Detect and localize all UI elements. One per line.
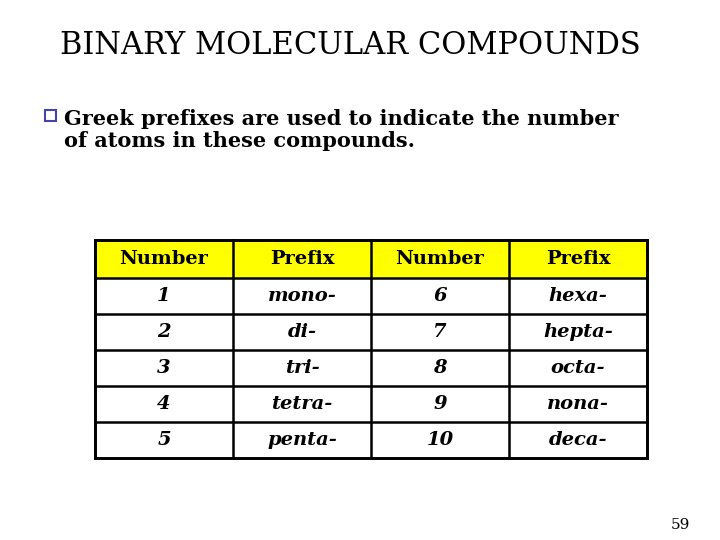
Bar bbox=[371, 278, 509, 314]
Bar bbox=[95, 386, 233, 422]
Text: 3: 3 bbox=[157, 359, 171, 377]
Bar bbox=[95, 422, 233, 458]
Text: 59: 59 bbox=[670, 518, 690, 532]
Bar bbox=[371, 350, 509, 386]
Text: Prefix: Prefix bbox=[270, 250, 334, 268]
Bar bbox=[95, 314, 233, 350]
Text: 4: 4 bbox=[157, 395, 171, 413]
Text: tetra-: tetra- bbox=[271, 395, 333, 413]
Text: nona-: nona- bbox=[547, 395, 609, 413]
Text: 5: 5 bbox=[157, 431, 171, 449]
Bar bbox=[233, 386, 371, 422]
Bar bbox=[95, 278, 233, 314]
Text: 10: 10 bbox=[426, 431, 454, 449]
Bar bbox=[233, 422, 371, 458]
Text: hepta-: hepta- bbox=[543, 323, 613, 341]
Bar bbox=[95, 240, 647, 278]
Text: Number: Number bbox=[120, 250, 208, 268]
Text: 7: 7 bbox=[433, 323, 447, 341]
Bar bbox=[509, 350, 647, 386]
Text: 1: 1 bbox=[157, 287, 171, 305]
Bar bbox=[45, 110, 56, 121]
Bar bbox=[509, 386, 647, 422]
Text: 9: 9 bbox=[433, 395, 447, 413]
Bar bbox=[371, 314, 509, 350]
Bar bbox=[509, 314, 647, 350]
Text: Greek prefixes are used to indicate the number: Greek prefixes are used to indicate the … bbox=[64, 109, 618, 129]
Bar bbox=[509, 278, 647, 314]
Text: penta-: penta- bbox=[267, 431, 337, 449]
Bar bbox=[371, 422, 509, 458]
Text: Number: Number bbox=[395, 250, 485, 268]
Text: octa-: octa- bbox=[551, 359, 606, 377]
Text: 2: 2 bbox=[157, 323, 171, 341]
Text: hexa-: hexa- bbox=[549, 287, 608, 305]
Bar bbox=[509, 422, 647, 458]
Bar bbox=[95, 240, 647, 458]
Text: tri-: tri- bbox=[284, 359, 320, 377]
Text: BINARY MOLECULAR COMPOUNDS: BINARY MOLECULAR COMPOUNDS bbox=[60, 30, 641, 61]
Text: Prefix: Prefix bbox=[546, 250, 611, 268]
Text: of atoms in these compounds.: of atoms in these compounds. bbox=[64, 131, 415, 151]
Text: 8: 8 bbox=[433, 359, 447, 377]
Text: 6: 6 bbox=[433, 287, 447, 305]
Bar bbox=[233, 278, 371, 314]
Bar bbox=[233, 314, 371, 350]
Bar bbox=[95, 350, 233, 386]
Text: di-: di- bbox=[287, 323, 317, 341]
Text: mono-: mono- bbox=[268, 287, 336, 305]
Text: deca-: deca- bbox=[549, 431, 607, 449]
Bar bbox=[371, 386, 509, 422]
Bar bbox=[233, 350, 371, 386]
